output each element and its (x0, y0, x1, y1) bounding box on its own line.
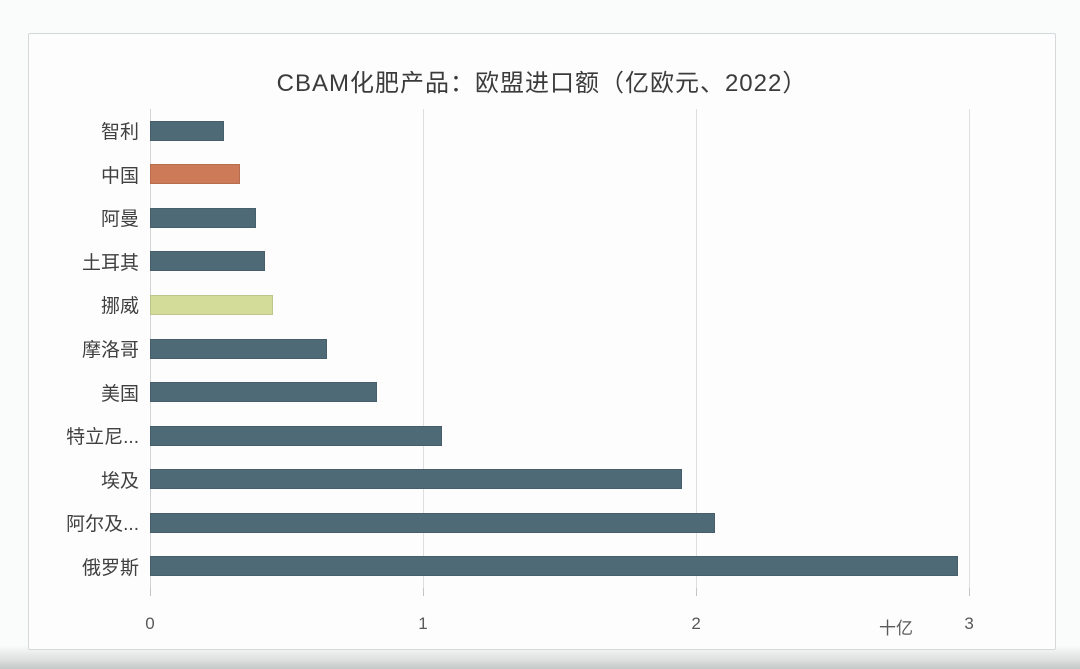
gridline (423, 109, 425, 588)
x-axis: 十亿 0 1 2 3 (145, 588, 1051, 644)
bar-row (150, 544, 1051, 588)
bar-row (150, 240, 1051, 284)
x-tick-label: 3 (964, 614, 974, 633)
category-label: 挪威 (100, 296, 139, 318)
x-tick-mark (150, 588, 151, 596)
bar-row (150, 457, 1051, 501)
bar-3 (150, 207, 257, 228)
x-tick-mark (423, 588, 425, 596)
x-tick-label: 1 (418, 614, 428, 633)
bar-row (150, 414, 1051, 458)
plot-area (150, 109, 1051, 588)
bar-row (150, 370, 1051, 414)
bar-row (150, 501, 1051, 545)
category-axis: 智利中国阿曼土耳其挪威摩洛哥美国特立尼... 埃及阿尔及... 俄罗斯 (33, 109, 139, 588)
bar-row (150, 109, 1051, 153)
bar-1 (150, 120, 224, 141)
x-tick-label: 0 (145, 614, 155, 633)
bar-8 (150, 425, 443, 446)
bar-row (150, 153, 1051, 197)
gridline (969, 109, 971, 588)
x-tick-label: 2 (691, 614, 701, 633)
bar-9 (150, 469, 683, 490)
bar-6 (150, 338, 328, 359)
category-label: 美国 (100, 383, 139, 405)
bar-11 (150, 556, 959, 577)
category-label: 阿曼 (100, 209, 139, 231)
category-label: 中国 (100, 165, 139, 187)
x-axis-unit-label: 十亿 (879, 619, 914, 638)
x-tick-mark (696, 588, 698, 596)
x-tick-mark (969, 588, 971, 596)
category-label: 埃及 (100, 470, 139, 492)
category-label: 阿尔及... (66, 514, 139, 536)
chart-title: CBAM化肥产品：欧盟进口额（亿欧元、2022） (276, 70, 808, 97)
category-label: 土耳其 (81, 252, 139, 274)
bar-10 (150, 512, 716, 533)
gridline (696, 109, 698, 588)
bar-7 (150, 382, 377, 403)
bar-row (150, 327, 1051, 371)
bar-row (150, 283, 1051, 327)
bar-5 (150, 294, 273, 315)
bar-4 (150, 251, 265, 272)
category-label: 特立尼... (66, 427, 139, 449)
bar-2 (150, 164, 241, 185)
category-label: 俄罗斯 (81, 557, 139, 579)
bar-row (150, 196, 1051, 240)
category-label: 智利 (100, 122, 139, 144)
category-label: 摩洛哥 (81, 340, 139, 361)
chart-card: CBAM化肥产品：欧盟进口额（亿欧元、2022） 智利中国阿曼土耳其挪威摩洛哥美… (28, 33, 1056, 650)
bars-container (150, 109, 1051, 588)
